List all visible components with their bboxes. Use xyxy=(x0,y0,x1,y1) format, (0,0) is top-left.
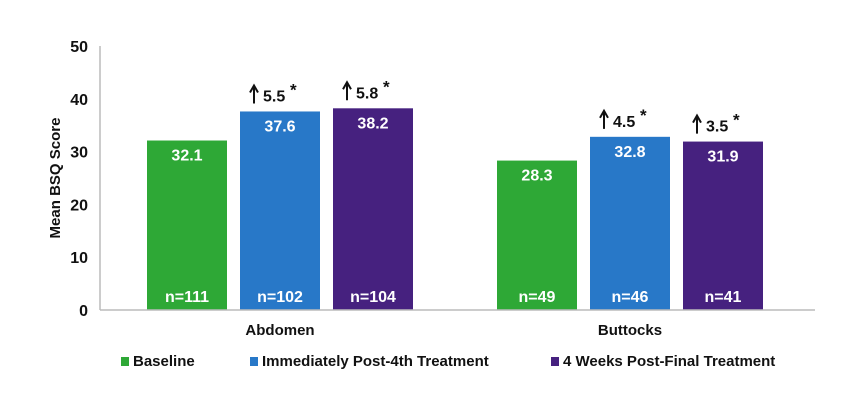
bar-n-label: n=111 xyxy=(165,289,209,306)
legend-label: Baseline xyxy=(133,353,195,370)
up-arrow-icon xyxy=(249,83,259,104)
bar xyxy=(683,141,763,310)
bar-n-label: n=102 xyxy=(257,289,303,306)
bar-value-label: 28.3 xyxy=(521,168,552,185)
legend-label: 4 Weeks Post-Final Treatment xyxy=(563,353,775,370)
y-axis-label: Mean BSQ Score xyxy=(47,118,64,239)
bar-value-label: 31.9 xyxy=(707,149,738,166)
bar-value-label: 32.8 xyxy=(614,144,645,161)
bar-n-label: n=46 xyxy=(612,289,649,306)
y-tick-label: 50 xyxy=(70,39,88,56)
bar-value-label: 37.6 xyxy=(264,118,295,135)
bar-value-label: 32.1 xyxy=(171,148,202,165)
bar xyxy=(590,136,670,310)
category-label: Abdomen xyxy=(245,322,314,339)
legend-swatch xyxy=(551,357,559,366)
up-arrow-icon xyxy=(342,80,352,101)
change-label: 3.5 xyxy=(706,119,728,136)
significance-marker: * xyxy=(290,80,297,99)
change-label: 5.8 xyxy=(356,85,378,102)
bar xyxy=(333,108,413,310)
change-label: 5.5 xyxy=(263,88,285,105)
up-arrow-icon xyxy=(599,108,609,129)
legend-label: Immediately Post-4th Treatment xyxy=(262,353,489,370)
y-tick-label: 0 xyxy=(79,303,88,320)
bar xyxy=(497,160,577,310)
bar-value-label: 38.2 xyxy=(357,115,388,132)
y-tick-label: 40 xyxy=(70,92,88,109)
y-tick-label: 20 xyxy=(70,197,88,214)
significance-marker: * xyxy=(383,77,390,96)
bar-n-label: n=49 xyxy=(519,289,556,306)
change-label: 4.5 xyxy=(613,114,635,131)
bar xyxy=(240,111,320,310)
bar-n-label: n=41 xyxy=(705,289,742,306)
significance-marker: * xyxy=(640,106,647,125)
significance-marker: * xyxy=(733,111,740,130)
up-arrow-icon xyxy=(692,113,702,134)
y-tick-label: 30 xyxy=(70,145,88,162)
legend-swatch xyxy=(121,357,129,366)
bar xyxy=(147,140,227,310)
category-label: Buttocks xyxy=(598,322,662,339)
legend-swatch xyxy=(250,357,258,366)
y-tick-label: 10 xyxy=(70,250,88,267)
bar-n-label: n=104 xyxy=(350,289,396,306)
